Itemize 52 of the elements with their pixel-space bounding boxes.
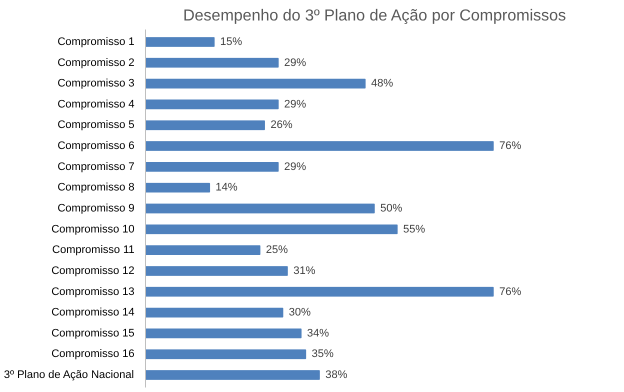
- data-label: 29%: [284, 98, 306, 110]
- data-label: 34%: [307, 327, 330, 340]
- bar: [146, 182, 210, 193]
- y-tick-label: Compromisso 12: [51, 264, 134, 277]
- bar: [146, 204, 375, 214]
- y-tick-label: Compromisso 14: [51, 306, 134, 319]
- bar: [146, 120, 265, 130]
- data-label: 14%: [216, 182, 238, 194]
- data-label: 30%: [288, 306, 311, 319]
- bar: [146, 78, 366, 88]
- data-label: 25%: [266, 244, 288, 256]
- y-tick-label: Compromisso 10: [51, 223, 134, 236]
- y-tick-label: Compromisso 5: [57, 119, 135, 132]
- data-label: 48%: [371, 78, 394, 90]
- data-label: 38%: [325, 369, 348, 382]
- data-label: 31%: [293, 264, 316, 277]
- bar: [146, 308, 284, 318]
- data-label: 76%: [499, 140, 522, 152]
- data-label: 26%: [270, 119, 293, 132]
- data-label: 55%: [403, 223, 426, 236]
- bar: [146, 58, 279, 68]
- bar: [146, 266, 288, 276]
- bar: [146, 370, 320, 380]
- y-tick-label: Compromisso 8: [57, 182, 135, 194]
- y-tick-label: Compromisso 4: [57, 98, 135, 110]
- chart-title: Desempenho do 3º Plano de Ação por Compromissos: [183, 8, 566, 24]
- bar: [146, 349, 306, 360]
- data-label: 50%: [380, 202, 403, 214]
- bar: [146, 141, 494, 151]
- bar: [146, 245, 260, 255]
- y-tick-label: Compromisso 9: [57, 202, 135, 214]
- y-tick-label: Compromisso 15: [51, 327, 134, 340]
- bar: [146, 37, 215, 47]
- y-tick-label: Compromisso 2: [57, 56, 135, 69]
- bar: [146, 328, 302, 338]
- data-label: 29%: [284, 56, 306, 69]
- y-tick-label: Compromisso 1: [57, 36, 135, 48]
- bar: [146, 100, 279, 110]
- y-tick-label: Compromisso 13: [51, 286, 134, 298]
- data-label: 15%: [220, 36, 242, 48]
- data-label: 29%: [284, 160, 306, 173]
- bar: [146, 286, 494, 297]
- y-tick-label: Compromisso 16: [51, 348, 134, 360]
- y-tick-label: Compromisso 11: [52, 244, 135, 256]
- data-label: 76%: [499, 286, 522, 298]
- bar: [146, 224, 398, 234]
- y-tick-label: Compromisso 3: [57, 78, 135, 90]
- y-tick-label: Compromisso 7: [57, 160, 135, 173]
- bar: [146, 162, 279, 172]
- y-tick-label: 3º Plano de Ação Nacional: [4, 369, 134, 382]
- data-label: 35%: [312, 348, 334, 360]
- y-tick-label: Compromisso 6: [57, 140, 135, 152]
